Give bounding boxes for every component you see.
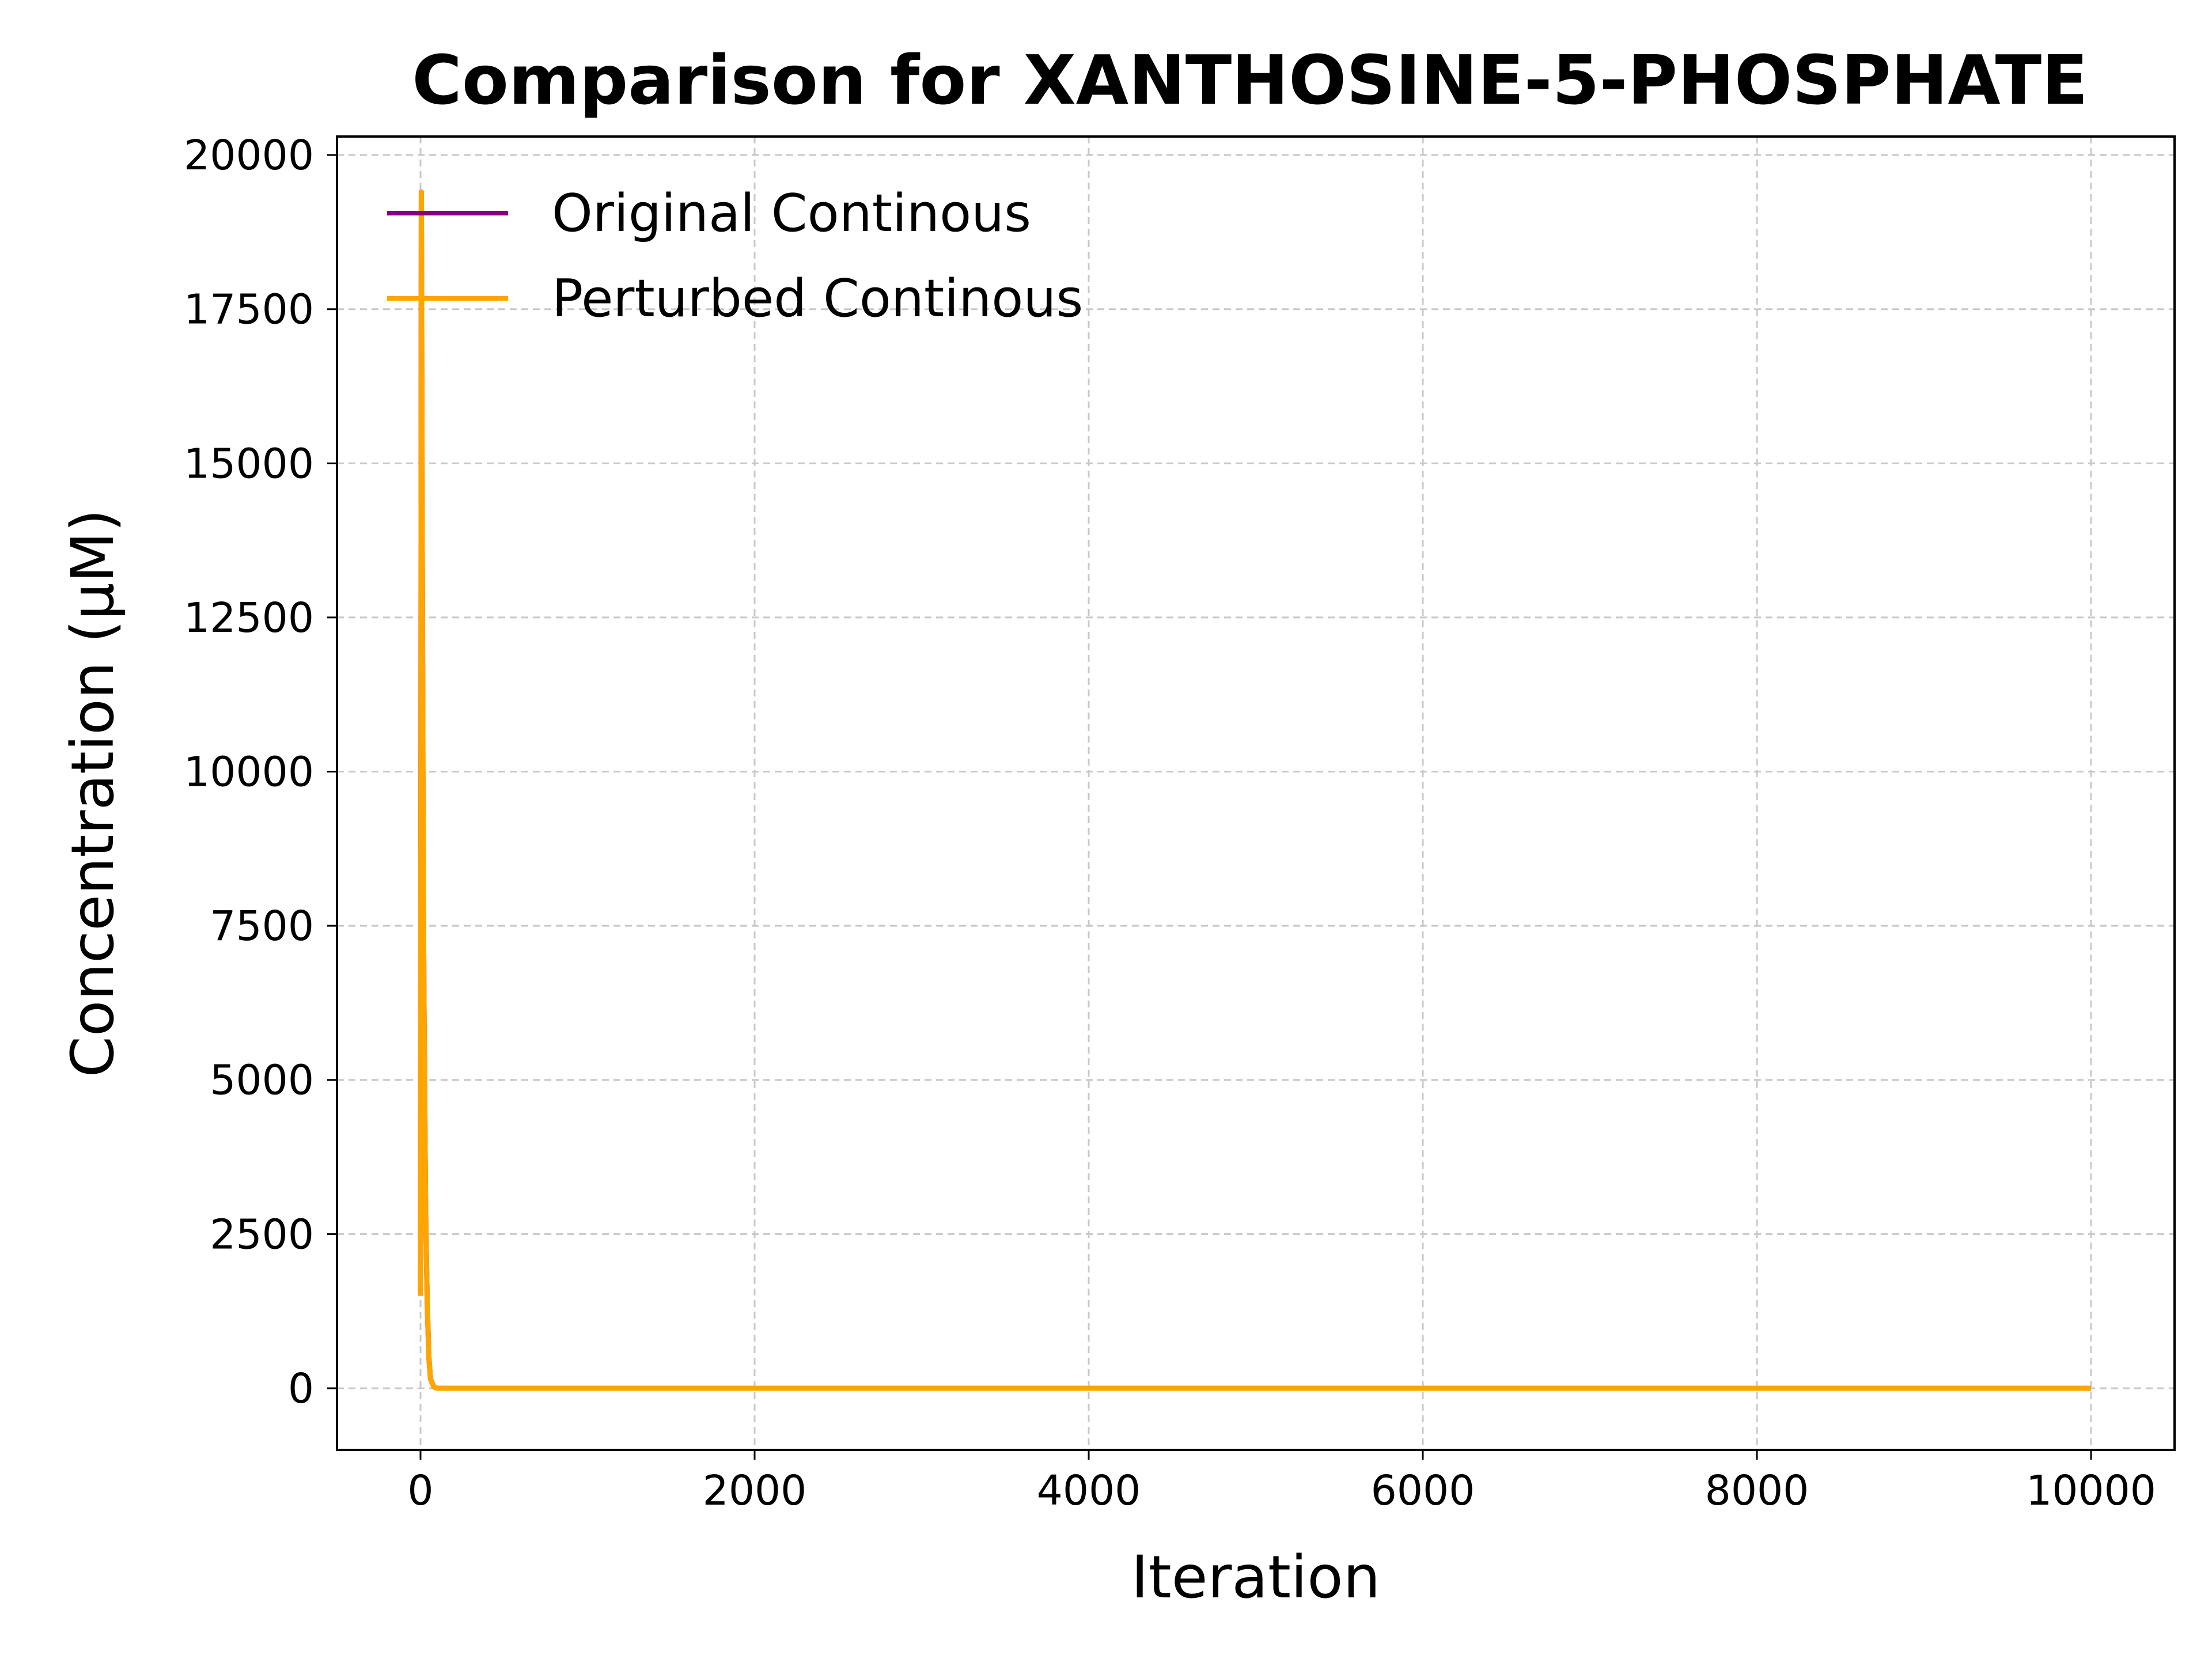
legend-label-original: Original Continous [552,183,1031,244]
x-tick-label-3: 6000 [1371,1467,1475,1514]
ticks: 0 2000 4000 6000 8000 10000 0 2500 5000 7500 10000… [184,131,2156,1514]
legend: Original Continous Perturbed Continous [387,183,1083,329]
x-tick-label-5: 10000 [2026,1467,2156,1514]
x-tick-label-0: 0 [407,1467,433,1514]
y-tick-label-4: 10000 [184,748,314,796]
y-tick-label-3: 7500 [210,902,314,950]
y-tick-label-8: 20000 [184,131,314,179]
chart-title: Comparison for XANTHOSINE-5-PHOSPHATE [412,40,2088,120]
series-layer [418,189,2091,1391]
y-tick-label-0: 0 [288,1365,314,1412]
x-tick-label-1: 2000 [703,1467,807,1514]
plot-frame [336,135,2176,1451]
y-tick-label-7: 17500 [184,286,314,334]
x-axis-label: Iteration [1131,1543,1381,1612]
series-line-perturbed [418,189,2091,1391]
y-tick-label-1: 2500 [210,1210,314,1258]
grid [337,137,2175,1450]
x-tick-label-2: 4000 [1037,1467,1141,1514]
series-line-original [418,189,2091,1391]
legend-label-perturbed: Perturbed Continous [552,268,1083,329]
y-tick-label-5: 12500 [184,594,314,642]
y-axis-label: Concentration (μM) [59,509,127,1077]
y-tick-label-2: 5000 [210,1056,314,1104]
x-tick-label-4: 8000 [1705,1467,1809,1514]
y-tick-label-6: 15000 [184,440,314,487]
